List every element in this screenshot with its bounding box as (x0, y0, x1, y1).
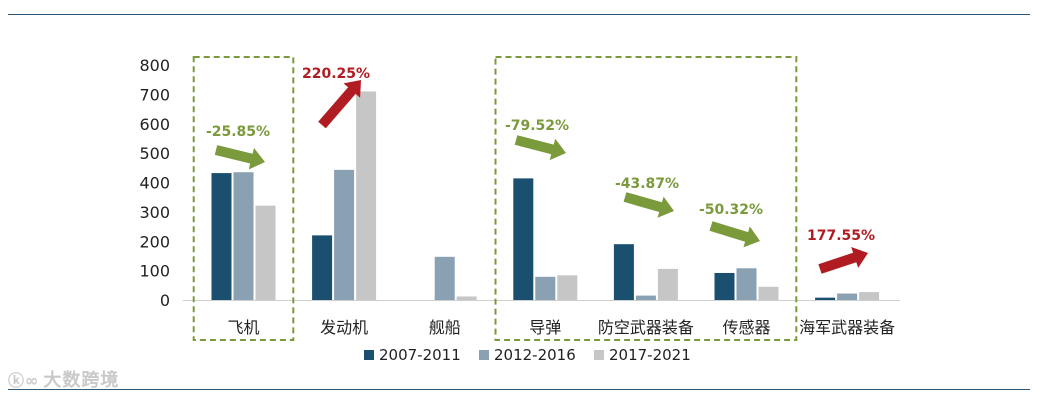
change-label: 177.55% (807, 228, 875, 244)
down-arrow-icon (514, 135, 566, 161)
watermark-text: 大数跨境 (43, 370, 120, 391)
bar-2007-2011 (211, 173, 232, 300)
bar-2017-2021 (758, 286, 779, 300)
bar-2017-2021 (255, 205, 276, 300)
bar-2007-2011 (513, 178, 534, 300)
legend-swatch (479, 350, 489, 360)
bar-2012-2016 (334, 169, 355, 300)
bar-2017-2021 (657, 268, 678, 300)
highlight-box (494, 56, 798, 341)
bar-2017-2021 (456, 296, 477, 300)
bottom-rule (8, 389, 1030, 390)
down-arrow-icon (623, 192, 674, 218)
change-label: -43.87% (615, 176, 679, 192)
y-tick-label: 400 (139, 174, 170, 193)
y-tick-label: 600 (139, 115, 170, 134)
legend-label: 2007-2011 (379, 346, 461, 364)
x-tick-label: 海军武器装备 (799, 318, 895, 337)
y-tick-label: 800 (139, 56, 170, 75)
change-label: 220.25% (302, 66, 370, 82)
bar-2012-2016 (233, 172, 254, 300)
bar-2007-2011 (312, 235, 333, 300)
y-tick-label: 700 (139, 85, 170, 104)
down-arrow-icon (214, 145, 265, 170)
x-tick-label: 导弹 (529, 318, 561, 337)
change-label: -25.85% (206, 124, 270, 140)
legend-label: 2017-2021 (609, 346, 691, 364)
x-tick-label: 发动机 (320, 318, 368, 337)
bar-2012-2016 (635, 295, 656, 300)
bar-2007-2011 (714, 272, 735, 300)
change-label: -79.52% (505, 118, 569, 134)
highlight-box (192, 56, 295, 341)
bar-2007-2011 (815, 297, 836, 300)
y-tick-label: 200 (139, 232, 170, 251)
top-rule (8, 14, 1030, 15)
bar-2017-2021 (859, 292, 880, 300)
up-arrow-icon (818, 247, 868, 274)
bar-2012-2016 (535, 276, 556, 300)
bar-2012-2016 (837, 293, 858, 300)
y-tick-label: 100 (139, 262, 170, 281)
legend-swatch (364, 350, 374, 360)
watermark-logo-icon: ⓚ∞ (8, 371, 40, 390)
y-tick-label: 0 (160, 291, 170, 310)
change-label: -50.32% (699, 202, 763, 218)
bar-2017-2021 (557, 275, 578, 300)
x-tick-label: 传感器 (722, 318, 770, 337)
legend-swatch (594, 350, 604, 360)
watermark: ⓚ∞ 大数跨境 (8, 366, 119, 392)
bar-2007-2011 (613, 244, 634, 300)
bar-2012-2016 (434, 256, 455, 300)
x-tick-label: 舰船 (429, 318, 461, 337)
up-arrow-icon (318, 80, 361, 129)
bar-2012-2016 (736, 268, 757, 300)
bar-2017-2021 (356, 91, 377, 300)
x-tick-label: 防空武器装备 (598, 318, 694, 337)
legend-label: 2012-2016 (494, 346, 576, 364)
down-arrow-icon (709, 221, 760, 248)
x-tick-label: 飞机 (227, 318, 259, 337)
y-tick-label: 300 (139, 203, 170, 222)
y-tick-label: 500 (139, 144, 170, 163)
